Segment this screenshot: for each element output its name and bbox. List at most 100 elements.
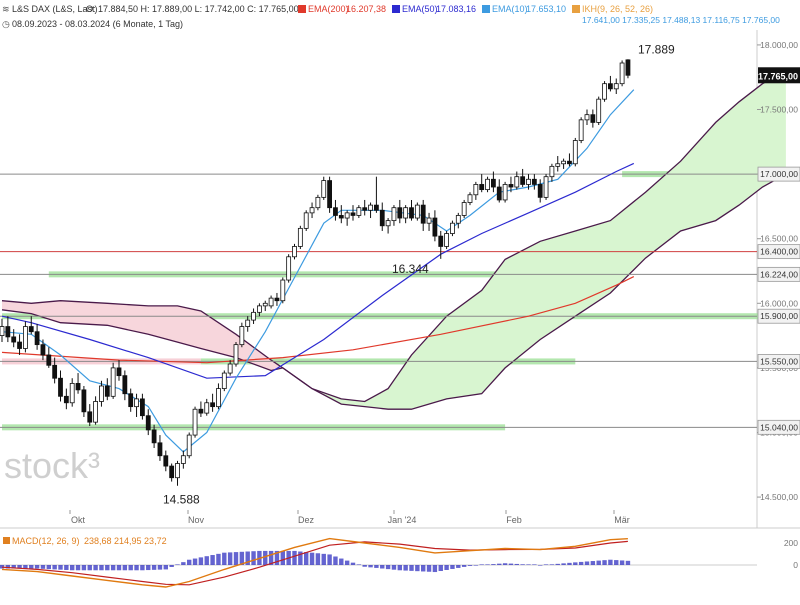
candle [379, 209, 385, 227]
macd-histogram-bar [374, 565, 379, 568]
candle [496, 186, 502, 201]
level-price-label: 15.550,00 [760, 356, 798, 366]
candle [549, 165, 555, 178]
candle [450, 222, 455, 234]
macd-histogram-bar [409, 565, 414, 571]
macd-line [1, 537, 628, 588]
candle [292, 246, 297, 258]
x-axis-layer: Okt Nov Dez Jan '24 Feb Mär [69, 510, 630, 525]
macd-histogram-bar [23, 565, 28, 569]
candle [309, 207, 315, 214]
candle [286, 256, 292, 281]
macd-histogram-bar [397, 565, 402, 571]
candle [116, 367, 122, 377]
macd-histogram-bar [222, 552, 227, 565]
macd-histogram-bar [292, 550, 297, 565]
macd-histogram-bar [432, 565, 438, 573]
legend-ichimoku-swatch [572, 5, 580, 13]
macd-histogram-bar [555, 563, 560, 565]
macd-histogram-bar [450, 565, 455, 569]
candle [268, 297, 274, 307]
y-axis-layer: 18.000,00 17.500,00 17.000,00 16.500,00 16.0… [757, 40, 800, 502]
candle [22, 326, 28, 349]
candle [303, 212, 309, 229]
macd-axis-tick: 200 [784, 538, 798, 548]
candle [93, 401, 98, 423]
macd-histogram-bar [245, 551, 250, 565]
macd-histogram-bar [309, 552, 315, 565]
macd-histogram-bar [210, 555, 215, 565]
macd-histogram-bar [151, 565, 157, 570]
candle [180, 455, 186, 464]
macd-histogram-bar [11, 565, 16, 569]
level-price-label: 15.040,00 [760, 422, 798, 432]
y-tick-label: 16.000,00 [760, 298, 798, 308]
candle [479, 184, 485, 191]
macd-histogram-bar [380, 565, 385, 569]
candle [619, 62, 625, 85]
macd-histogram-bar [58, 565, 63, 570]
candle [561, 160, 566, 165]
candle [145, 415, 151, 431]
macd-histogram-bar [608, 559, 613, 565]
macd-axis-tick: 0 [793, 560, 798, 570]
macd-histogram-bar [514, 563, 519, 565]
candle [473, 184, 479, 196]
candle [526, 178, 531, 185]
range-line: ◷ 08.09.2023 - 08.03.2024 (6 Monate, 1 T… [2, 19, 183, 29]
candle [567, 160, 572, 165]
candle [104, 385, 110, 397]
macd-histogram-bar [473, 565, 479, 566]
macd-histogram-bar [438, 565, 443, 572]
macd-histogram-bar [368, 565, 373, 568]
candle [297, 227, 303, 247]
macd-histogram-bar [251, 551, 256, 565]
macd-histogram-bar [362, 565, 367, 567]
macd-legend-swatch [3, 537, 10, 544]
candle [52, 364, 58, 379]
macd-histogram-bar [169, 565, 174, 567]
macd-histogram-bar [456, 565, 461, 568]
last-price-label: 17.765,00 [758, 71, 798, 81]
candle [17, 341, 22, 349]
candle [274, 297, 280, 302]
candle [490, 178, 496, 188]
candle [69, 382, 75, 404]
legend-ichimoku-label: IKH(9, 26, 52, 26) [582, 4, 653, 14]
candle [555, 163, 561, 167]
macd-histogram-bar [81, 565, 87, 571]
legend-ema10-label: EMA(10) [492, 4, 528, 14]
macd-histogram-bar [204, 556, 209, 565]
candle [414, 204, 420, 219]
macd-histogram-bar [40, 565, 46, 569]
candle [584, 114, 590, 121]
candle [192, 408, 198, 436]
macd-histogram-bar [543, 564, 549, 565]
macd-histogram-bar [578, 561, 584, 565]
candle [28, 326, 34, 333]
legend-ema200-label: EMA(200) [308, 4, 349, 14]
candle [128, 393, 134, 408]
candle [251, 311, 256, 321]
legend-ema10-swatch [482, 5, 490, 13]
candle [514, 176, 520, 188]
macd-histogram-bar [64, 565, 69, 570]
candle [420, 204, 426, 224]
macd-histogram-bar [268, 550, 274, 565]
macd-histogram-bar [344, 560, 350, 565]
macd-histogram-bar [122, 565, 128, 571]
candle [280, 279, 286, 302]
macd-histogram-bar [549, 564, 555, 565]
macd-legend-name: MACD(12, 26, 9) [12, 536, 80, 546]
macd-histogram-bar [29, 565, 34, 569]
macd-histogram-bar [532, 564, 537, 565]
candle [608, 83, 613, 90]
x-tick-label: Mär [614, 515, 630, 525]
y-tick-label: 14.500,00 [760, 492, 798, 502]
macd-histogram-bar [467, 565, 473, 566]
candle [175, 463, 180, 479]
macd-histogram-bar [34, 565, 40, 569]
clock-icon: ◷ [2, 19, 10, 29]
annotation-high: 17.889 [638, 42, 675, 56]
